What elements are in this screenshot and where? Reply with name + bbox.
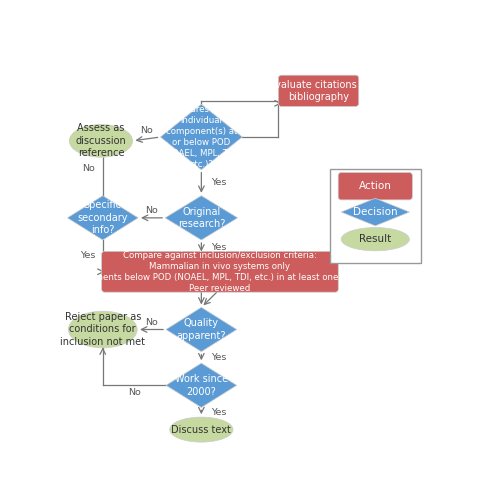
Text: Yes: Yes <box>211 353 226 362</box>
Text: Yes: Yes <box>80 252 96 260</box>
Text: No: No <box>145 318 158 327</box>
Ellipse shape <box>341 228 409 251</box>
Text: No: No <box>128 388 141 397</box>
Text: No: No <box>140 126 153 134</box>
FancyBboxPatch shape <box>102 252 338 292</box>
Text: Yes: Yes <box>211 178 226 187</box>
Text: Decision: Decision <box>353 207 397 217</box>
Text: No: No <box>83 164 96 173</box>
Polygon shape <box>341 198 409 226</box>
Ellipse shape <box>170 417 233 442</box>
FancyBboxPatch shape <box>278 75 359 106</box>
Polygon shape <box>160 104 242 170</box>
Text: Discuss text: Discuss text <box>171 424 231 434</box>
Ellipse shape <box>69 124 132 157</box>
Polygon shape <box>165 196 238 240</box>
Text: Evaluate citations in
bibliography: Evaluate citations in bibliography <box>269 80 369 102</box>
Text: Quality
apparent?: Quality apparent? <box>177 318 226 340</box>
Text: Reject paper as
conditions for
inclusion not met: Reject paper as conditions for inclusion… <box>60 312 145 347</box>
Ellipse shape <box>68 311 137 348</box>
FancyBboxPatch shape <box>330 169 421 263</box>
Text: Specific
secondary
info?: Specific secondary info? <box>78 200 128 235</box>
Text: Work since
2000?: Work since 2000? <box>175 374 228 396</box>
Text: Yes: Yes <box>211 242 226 252</box>
Polygon shape <box>67 196 138 240</box>
Text: Assess as
discussion
reference: Assess as discussion reference <box>75 124 126 158</box>
Text: Yes: Yes <box>211 408 226 417</box>
FancyBboxPatch shape <box>338 172 412 200</box>
Text: No: No <box>145 206 158 216</box>
Polygon shape <box>166 308 237 352</box>
Polygon shape <box>166 363 237 408</box>
Text: Compare against inclusion/exclusion criteria:
Mammalian in vivo systems only
All: Compare against inclusion/exclusion crit… <box>55 250 385 293</box>
Text: Mixtures with
individual
component(s) at
or below POD
(NOAEL, MPL, TDI,
etc.)?: Mixtures with individual component(s) at… <box>163 105 240 169</box>
Text: Action: Action <box>359 181 392 191</box>
Text: Result: Result <box>359 234 391 244</box>
Text: Original
research?: Original research? <box>178 206 225 229</box>
